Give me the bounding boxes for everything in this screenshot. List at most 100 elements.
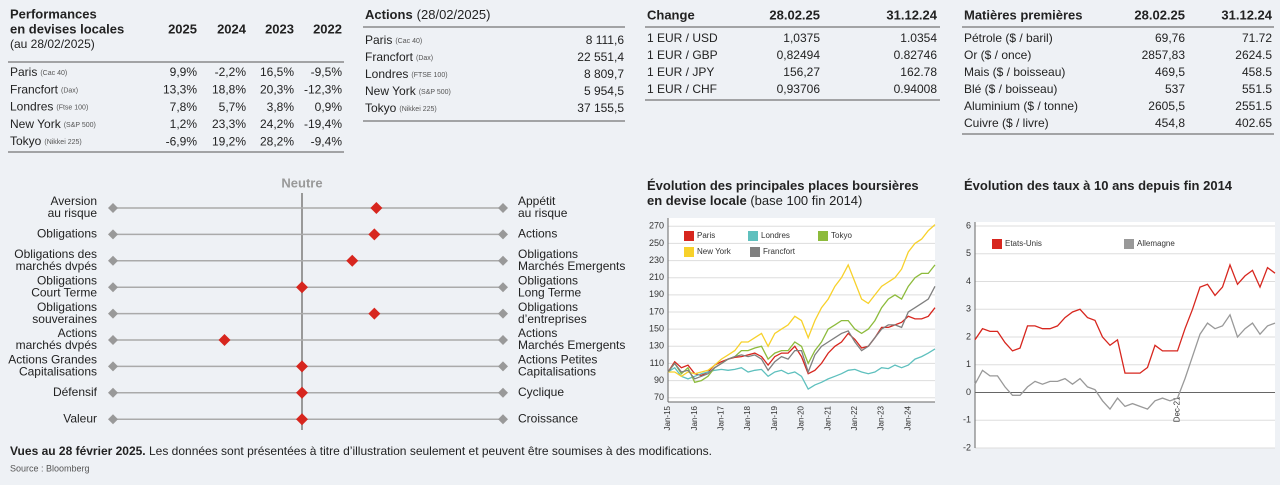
y-tick-label: 90 <box>654 375 664 385</box>
column-header: 2022 <box>313 21 342 36</box>
cell: 0.82746 <box>894 48 938 62</box>
y-tick-label: 270 <box>649 221 664 231</box>
y-tick-label: 250 <box>649 238 664 248</box>
series-line <box>974 262 1276 374</box>
cell: 156,27 <box>783 65 820 79</box>
row-name: Paris <box>365 33 392 47</box>
left-label: Aversion <box>51 194 97 208</box>
left-label: au risque <box>48 206 98 220</box>
table-title: en devises locales <box>10 21 124 36</box>
x-tick-label: Jan-21 <box>823 405 832 430</box>
cell: 1,2% <box>170 117 198 131</box>
legend-swatch <box>1124 239 1134 249</box>
y-tick-label: 70 <box>654 392 664 402</box>
end-diamond <box>108 255 118 266</box>
cell: -9,5% <box>311 65 343 79</box>
row-index: (Cac 40) <box>40 70 67 77</box>
y-tick-label: 0 <box>966 387 971 397</box>
cell: -9,4% <box>311 134 343 148</box>
cell: 2551.5 <box>1235 99 1272 113</box>
left-label: Obligations <box>37 227 97 241</box>
legend-swatch <box>750 247 760 257</box>
plot-area <box>975 222 1275 448</box>
legend-swatch <box>748 231 758 241</box>
row-label: Londres (Ftse 100) <box>10 100 88 114</box>
y-tick-label: -2 <box>963 442 971 452</box>
y-tick-label: 4 <box>966 276 971 286</box>
legend-label: Francfort <box>763 247 796 256</box>
cell: 7,8% <box>170 100 198 114</box>
footer-lead: Vues au 28 février 2025. <box>10 444 146 458</box>
legend-swatch <box>818 231 828 241</box>
legend-label: Allemagne <box>1137 239 1175 248</box>
row-label: 1 EUR / CHF <box>647 82 717 96</box>
cell: 71.72 <box>1242 31 1272 45</box>
cell: 3,8% <box>267 100 295 114</box>
left-label: Capitalisations <box>19 365 97 379</box>
position-marker <box>296 281 308 294</box>
cell: 8 111,6 <box>586 33 625 47</box>
table-subtitle: (au 28/02/2025) <box>10 37 95 51</box>
legend-label: Londres <box>761 231 790 240</box>
left-label: marchés dvpés <box>16 259 97 273</box>
x-tick-label: Jan-19 <box>770 405 779 430</box>
legend-label: Etats-Unis <box>1005 239 1042 248</box>
table-title: Performances <box>10 6 97 21</box>
right-label: Marchés Emergents <box>518 259 625 273</box>
position-marker <box>368 307 381 320</box>
y-tick-label: 210 <box>649 272 664 282</box>
cell: 24,2% <box>260 117 294 131</box>
left-label: Actions <box>58 326 97 340</box>
chart-title: en devise locale (base 100 fin 2014) <box>647 193 862 208</box>
table-title: Actions (28/02/2025) <box>365 7 490 22</box>
cell: -19,4% <box>304 117 342 131</box>
right-label: Capitalisations <box>518 365 596 379</box>
column-header: 2024 <box>217 21 247 36</box>
cell: 5 954,5 <box>584 84 624 98</box>
column-header: 28.02.25 <box>1134 7 1185 22</box>
right-label: Obligations <box>518 300 578 314</box>
y-tick-label: 230 <box>649 255 664 265</box>
end-diamond <box>498 335 508 345</box>
left-label: souveraines <box>32 312 97 326</box>
end-diamond <box>498 203 508 213</box>
x-tick-label: Jan-22 <box>850 405 859 430</box>
row-name: Paris <box>10 65 37 79</box>
end-diamond <box>108 229 118 240</box>
footer-note: Vues au 28 février 2025. Les données son… <box>10 444 712 458</box>
row-index: (S&P 500) <box>64 122 96 129</box>
row-label: Blé ($ / boisseau) <box>964 82 1057 96</box>
cell: 23,3% <box>212 117 246 131</box>
cell: 454,8 <box>1155 116 1185 130</box>
cell: 28,2% <box>260 134 294 148</box>
plot-area <box>668 218 935 402</box>
cell: 0,82494 <box>777 48 821 62</box>
row-name: Tokyo <box>365 101 397 115</box>
right-label: Actions <box>518 227 557 241</box>
y-tick-label: -1 <box>963 415 971 425</box>
right-label: Actions Petites <box>518 353 597 367</box>
right-label: Appétit <box>518 194 556 208</box>
x-tick-label: Jan-16 <box>690 405 699 430</box>
table-title: Change <box>647 7 695 22</box>
end-diamond <box>498 387 508 398</box>
chart-title: Évolution des taux à 10 ans depuis fin 2… <box>964 178 1233 193</box>
position-marker <box>368 228 381 241</box>
row-label: 1 EUR / GBP <box>647 48 718 62</box>
column-header: 31.12.24 <box>1221 7 1272 22</box>
end-diamond <box>498 229 508 240</box>
y-tick-label: 190 <box>649 289 664 299</box>
right-label: Obligations <box>518 273 578 287</box>
right-label: Actions <box>518 326 557 340</box>
series-line <box>668 224 936 378</box>
row-label: Aluminium ($ / tonne) <box>964 99 1078 113</box>
end-diamond <box>108 308 118 319</box>
row-label: Paris (Cac 40) <box>10 65 67 79</box>
y-tick-label: 150 <box>649 324 664 334</box>
y-tick-label: 110 <box>650 358 664 368</box>
cell: 16,5% <box>260 65 294 79</box>
series-line <box>667 285 936 380</box>
row-label: Tokyo (Nikkei 225) <box>365 101 437 115</box>
column-header: 2023 <box>265 21 294 36</box>
source: Source : Bloomberg <box>10 463 90 473</box>
